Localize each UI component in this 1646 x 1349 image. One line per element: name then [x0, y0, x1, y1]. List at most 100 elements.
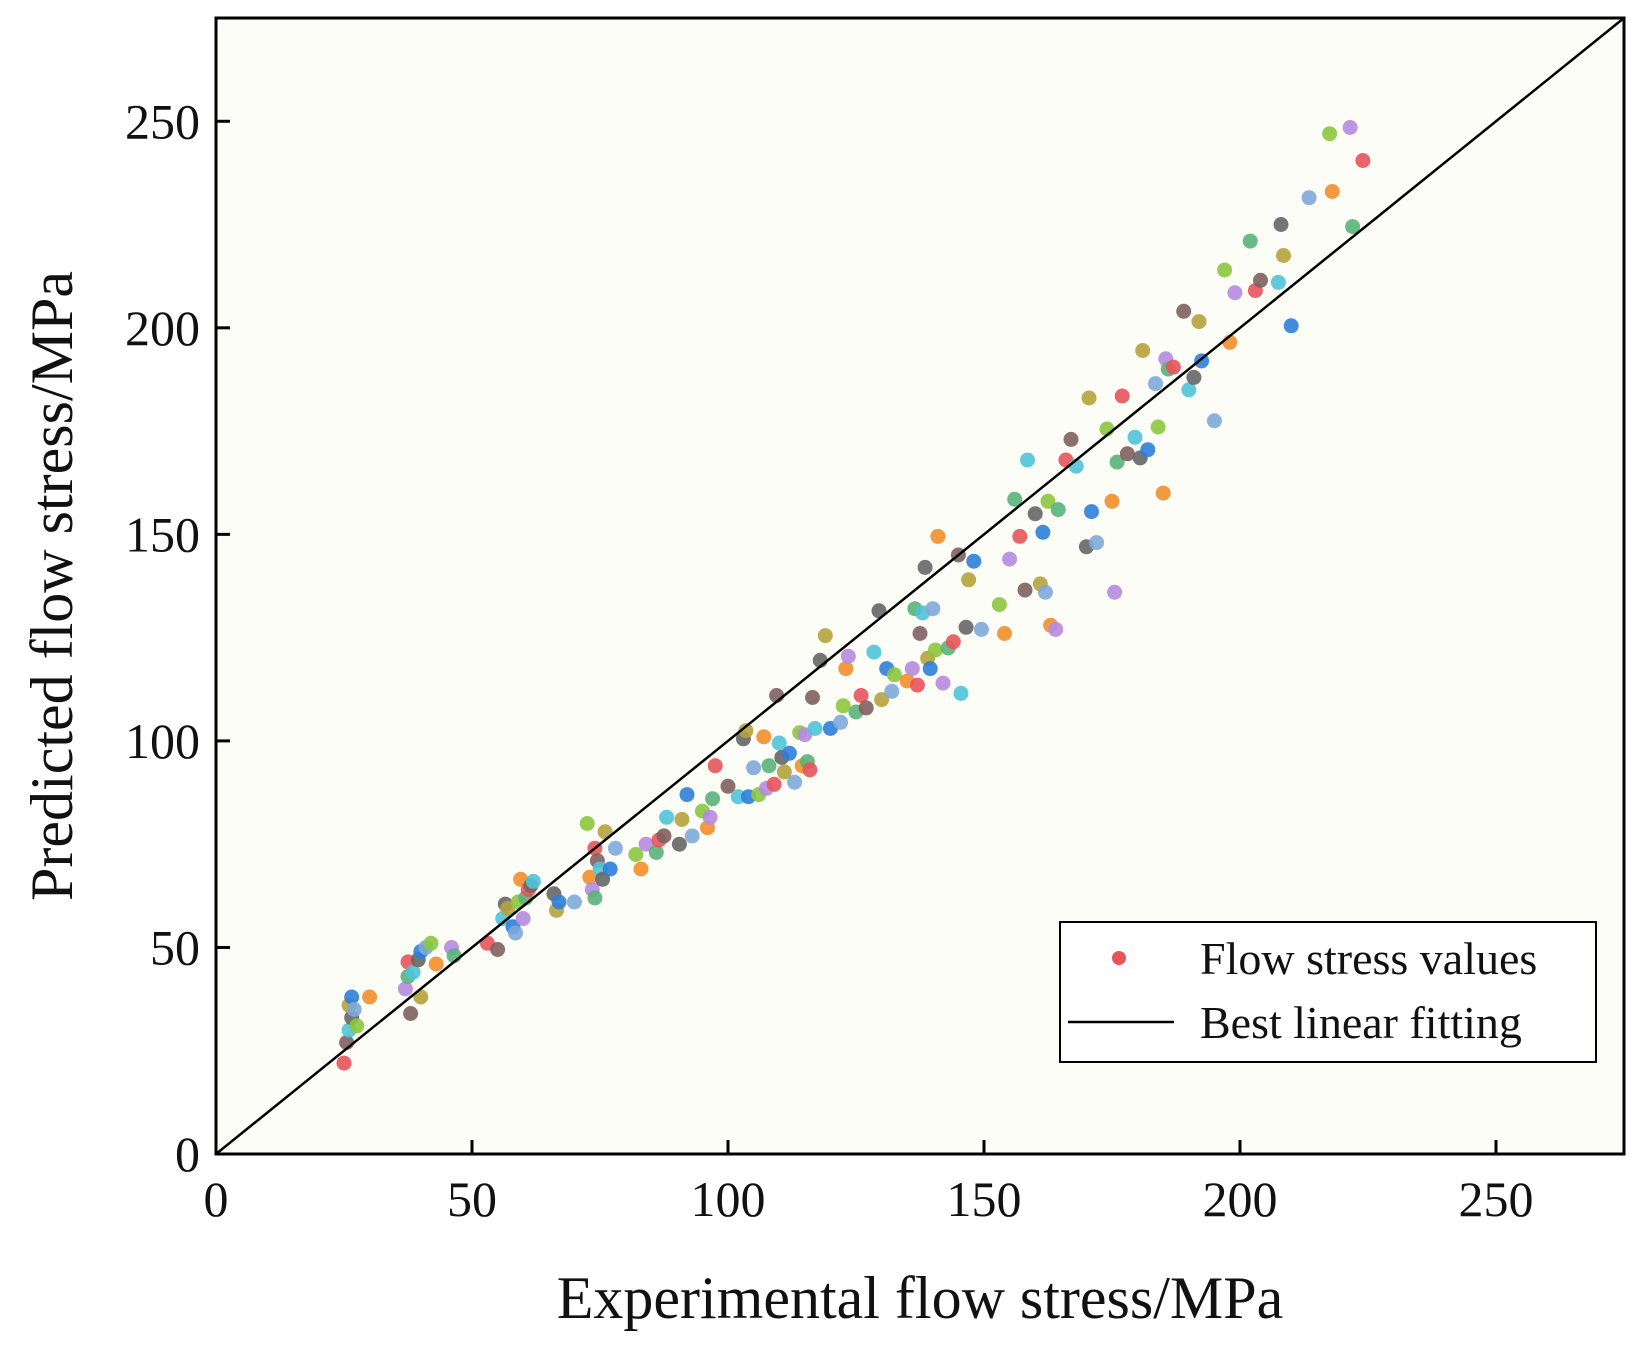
data-point — [1322, 126, 1338, 142]
data-point — [628, 847, 644, 862]
legend-label-linear-fit: Best linear fitting — [1200, 997, 1522, 1048]
data-point — [953, 685, 969, 701]
data-point — [961, 572, 977, 588]
legend-label-flow-stress: Flow stress values — [1200, 933, 1537, 984]
data-point — [525, 873, 541, 889]
data-point — [1301, 190, 1317, 206]
data-point — [707, 758, 723, 774]
data-point — [1109, 454, 1125, 470]
data-point — [659, 809, 675, 825]
data-point — [1283, 318, 1299, 334]
data-point — [766, 776, 782, 792]
data-point — [346, 1001, 362, 1017]
data-points — [336, 120, 1371, 1071]
data-point — [551, 894, 567, 910]
data-point — [638, 836, 654, 852]
x-tick-label: 150 — [947, 1171, 1022, 1227]
data-point — [1186, 369, 1202, 385]
data-point — [1114, 388, 1130, 404]
data-point — [945, 634, 961, 650]
x-tick-label: 250 — [1459, 1171, 1534, 1227]
data-point — [1227, 285, 1243, 301]
data-point — [1107, 584, 1123, 600]
data-point — [1276, 248, 1291, 263]
data-point — [403, 1006, 419, 1021]
legend-marker-icon — [1112, 951, 1126, 965]
y-axis-title: Predicted flow stress/MPa — [19, 271, 85, 901]
data-point — [833, 714, 849, 730]
x-axis: 0 50 100 150 200 250 — [204, 1140, 1534, 1227]
data-point — [1148, 376, 1163, 392]
data-point — [1104, 493, 1120, 509]
data-point — [1007, 491, 1023, 507]
data-point — [1253, 272, 1268, 288]
data-point — [684, 828, 700, 844]
data-point — [671, 836, 687, 852]
data-point — [858, 700, 874, 716]
data-point — [405, 964, 421, 980]
x-tick-label: 0 — [204, 1171, 229, 1227]
data-point — [674, 811, 690, 827]
data-point — [595, 871, 611, 887]
data-point — [1217, 262, 1233, 278]
data-point — [1140, 442, 1156, 458]
data-point — [1081, 390, 1097, 406]
x-tick-label: 100 — [691, 1171, 766, 1227]
data-point — [1119, 446, 1135, 462]
data-point — [1037, 584, 1053, 600]
y-tick-label: 0 — [175, 1126, 200, 1182]
data-point — [1027, 506, 1043, 522]
data-point — [966, 553, 982, 569]
data-point — [702, 809, 718, 825]
data-point — [927, 642, 943, 658]
x-tick-label: 50 — [447, 1171, 497, 1227]
data-point — [874, 692, 890, 708]
data-point — [1084, 504, 1099, 520]
data-point — [508, 925, 523, 941]
data-point — [1020, 452, 1035, 468]
data-point — [925, 601, 941, 617]
best-linear-fit-line — [215, 17, 1625, 1155]
data-point — [838, 661, 854, 677]
data-point — [738, 723, 754, 739]
y-axis: 0 50 100 150 200 250 — [125, 93, 230, 1182]
data-point — [776, 764, 792, 780]
data-point — [973, 621, 989, 637]
data-point — [397, 981, 413, 997]
data-point — [582, 869, 598, 885]
data-point — [912, 626, 928, 641]
data-point — [756, 729, 772, 745]
data-point — [1127, 429, 1143, 445]
data-point — [886, 667, 902, 683]
y-tick-label: 150 — [125, 506, 200, 562]
data-point — [1063, 431, 1079, 447]
data-point — [490, 942, 506, 957]
data-point — [1040, 493, 1056, 509]
data-point — [1342, 120, 1358, 135]
y-tick-label: 200 — [125, 300, 200, 356]
data-point — [787, 774, 803, 790]
data-point — [602, 861, 618, 877]
data-point — [633, 861, 649, 877]
data-point — [730, 789, 746, 805]
legend-box — [1059, 921, 1597, 1063]
data-point — [1270, 274, 1286, 290]
data-point — [1176, 303, 1192, 319]
data-point — [930, 528, 946, 544]
data-point — [805, 690, 820, 705]
data-point — [771, 735, 787, 751]
data-point — [817, 628, 833, 644]
data-point — [344, 989, 360, 1005]
data-point — [835, 698, 851, 714]
data-point — [336, 1055, 352, 1071]
data-point — [991, 597, 1007, 613]
data-point — [781, 745, 797, 761]
data-point — [997, 626, 1012, 641]
data-point — [1135, 343, 1151, 358]
y-tick-label: 100 — [125, 713, 200, 769]
data-point — [1355, 153, 1371, 168]
x-tick-label: 200 — [1203, 1171, 1278, 1227]
data-point — [1165, 359, 1181, 375]
data-point — [1324, 184, 1340, 199]
